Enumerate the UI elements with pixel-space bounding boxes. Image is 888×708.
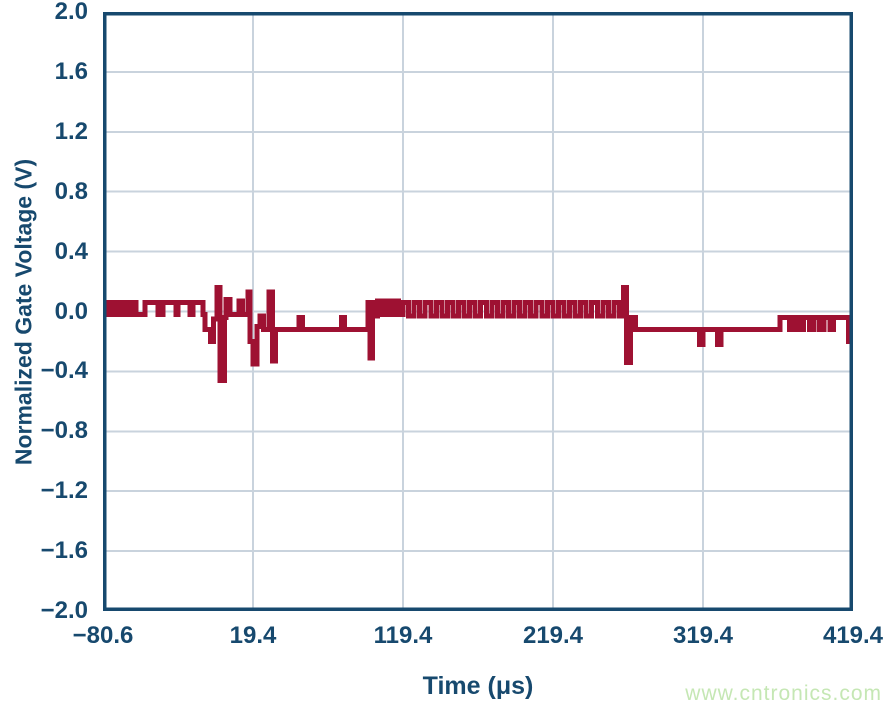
x-tick-label: −80.6 [72, 622, 134, 649]
y-tick-label: 2.0 [54, 0, 88, 25]
plot-area [103, 12, 853, 611]
plot-border [103, 12, 853, 611]
y-tick-label: −2.0 [40, 597, 88, 624]
y-tick-label: 0.4 [54, 237, 88, 265]
y-tick-label: −0.8 [40, 417, 88, 445]
x-tick-label: 419.4 [822, 622, 884, 649]
waveform-trace [103, 285, 853, 383]
y-tick-label: −0.4 [40, 357, 88, 385]
y-tick-label: −1.2 [40, 477, 88, 505]
x-tick-label: 319.4 [672, 622, 734, 649]
x-tick-label: 119.4 [373, 622, 433, 649]
y-tick-label: 1.2 [54, 117, 88, 145]
y-tick-label: 0.0 [54, 297, 88, 325]
x-tick-label: 19.4 [229, 622, 277, 649]
y-tick-label: −1.6 [40, 537, 88, 565]
x-tick-label: 219.4 [522, 622, 584, 649]
y-tick-label: 1.6 [54, 57, 88, 85]
x-axis-title: Time (μs) [422, 672, 534, 700]
y-tick-label: 0.8 [54, 177, 88, 205]
watermark: www.cntronics.com [685, 682, 882, 705]
